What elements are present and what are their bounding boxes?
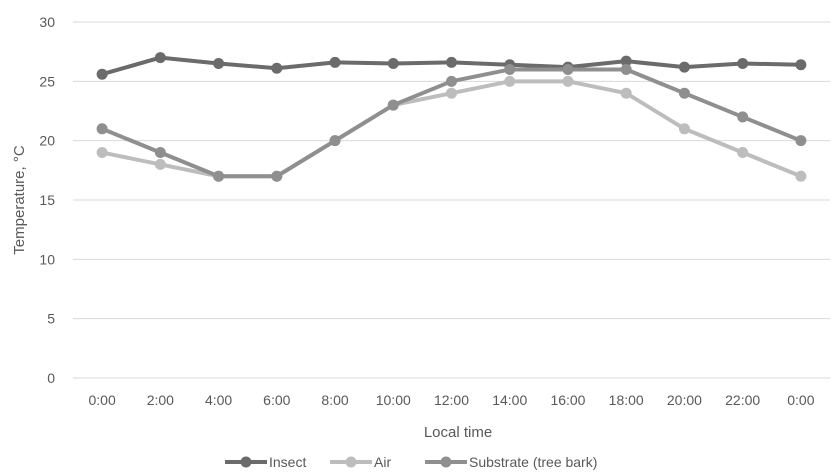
- data-point: [562, 75, 574, 87]
- data-point: [329, 56, 341, 68]
- x-axis-title: Local time: [424, 424, 492, 441]
- x-tick-label: 12:00: [434, 392, 469, 408]
- x-tick-label: 2:00: [147, 392, 174, 408]
- data-point: [446, 75, 457, 87]
- data-point: [620, 55, 632, 67]
- data-point: [96, 147, 108, 159]
- legend: Insect Air Substrate (tree bark): [225, 454, 597, 470]
- legend-swatch-marker: [345, 456, 357, 468]
- data-point: [737, 58, 749, 70]
- x-tick-label: 18:00: [609, 392, 644, 408]
- legend-label: Air: [374, 454, 391, 470]
- data-point: [329, 135, 341, 147]
- legend-label: Insect: [269, 454, 306, 470]
- series-0: [96, 52, 807, 80]
- y-tick-label: 0: [47, 370, 55, 386]
- data-point: [504, 75, 516, 87]
- x-tick-label: 0:00: [787, 392, 814, 408]
- legend-label: Substrate (tree bark): [469, 454, 597, 470]
- data-point: [446, 56, 457, 68]
- legend-item: Insect: [225, 454, 306, 470]
- data-point: [387, 58, 399, 70]
- data-point: [96, 123, 108, 135]
- legend-swatch-marker: [240, 456, 252, 468]
- data-point: [271, 170, 283, 182]
- data-point: [678, 87, 690, 99]
- data-point: [678, 123, 690, 135]
- y-tick-label: 25: [39, 73, 55, 89]
- data-point: [795, 135, 807, 147]
- data-point: [213, 58, 225, 70]
- x-axis-ticks: 0:00 2:00 4:00 6:00 8:00 10:00 12:00 14:00 16:00…: [88, 392, 814, 408]
- data-point: [795, 170, 807, 182]
- data-point: [387, 99, 399, 111]
- legend-item: Substrate (tree bark): [425, 454, 597, 470]
- data-point: [620, 87, 632, 99]
- y-tick-label: 15: [39, 192, 55, 208]
- y-axis-ticks: 0 5 10 15 20 25 30: [39, 14, 55, 386]
- data-point: [446, 87, 457, 99]
- data-point: [795, 59, 807, 71]
- x-tick-label: 22:00: [725, 392, 760, 408]
- legend-item: Air: [330, 454, 391, 470]
- data-point: [737, 147, 749, 159]
- y-tick-label: 10: [39, 251, 55, 267]
- x-tick-label: 16:00: [550, 392, 585, 408]
- data-point: [737, 111, 749, 123]
- series-2: [96, 63, 807, 182]
- data-point: [154, 147, 166, 159]
- data-point: [154, 52, 166, 64]
- y-tick-label: 30: [39, 14, 55, 30]
- y-axis-title: Temperature, °C: [11, 145, 28, 255]
- gridlines: [73, 21, 830, 379]
- y-tick-label: 5: [47, 311, 55, 327]
- data-point: [620, 63, 632, 75]
- x-tick-label: 0:00: [88, 392, 115, 408]
- series-layer: [96, 52, 807, 182]
- x-tick-label: 6:00: [263, 392, 290, 408]
- data-point: [271, 62, 283, 74]
- data-point: [96, 68, 108, 80]
- data-point: [504, 63, 516, 75]
- x-tick-label: 4:00: [205, 392, 232, 408]
- data-point: [678, 61, 690, 73]
- x-tick-label: 10:00: [376, 392, 411, 408]
- x-tick-label: 8:00: [321, 392, 348, 408]
- x-tick-label: 14:00: [492, 392, 527, 408]
- data-point: [213, 170, 225, 182]
- series-1: [96, 75, 807, 182]
- data-point: [562, 63, 574, 75]
- y-tick-label: 20: [39, 133, 55, 149]
- data-point: [154, 158, 166, 170]
- x-tick-label: 20:00: [667, 392, 702, 408]
- legend-swatch-marker: [440, 456, 452, 468]
